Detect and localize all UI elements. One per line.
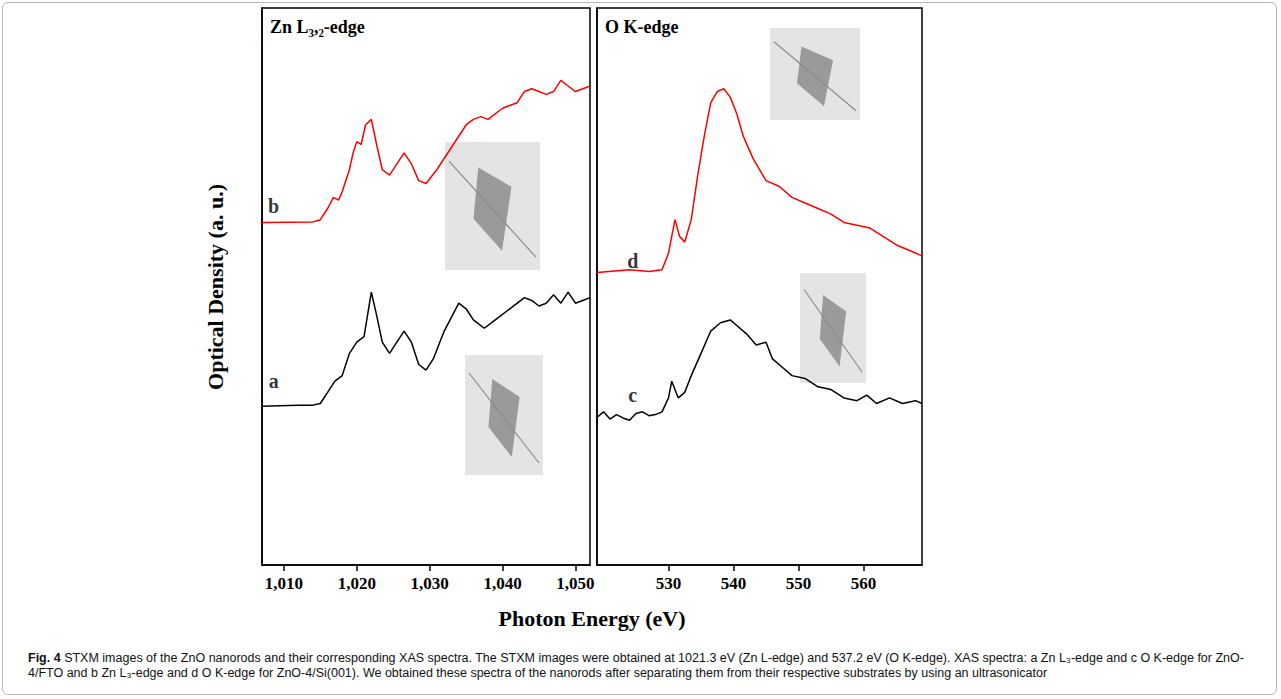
svg-text:540: 540 (721, 574, 747, 593)
svg-text:560: 560 (851, 574, 877, 593)
svg-text:1,030: 1,030 (411, 574, 449, 593)
svg-text:d: d (627, 250, 638, 272)
svg-text:550: 550 (786, 574, 812, 593)
svg-text:530: 530 (656, 574, 682, 593)
svg-text:O K-edge: O K-edge (605, 17, 679, 37)
html-text:Fig. 4 STXM images of the ZnO: Fig. 4 STXM images of the ZnO nanorods a… (28, 651, 1244, 680)
svg-text:b: b (268, 195, 279, 217)
svg-text:1,050: 1,050 (556, 574, 594, 593)
svg-text:1,040: 1,040 (483, 574, 521, 593)
svg-text:1,010: 1,010 (265, 574, 303, 593)
svg-text:c: c (628, 384, 637, 406)
svg-text:Optical Density (a. u.): Optical Density (a. u.) (203, 184, 228, 390)
svg-text:a: a (269, 370, 279, 392)
svg-text:1,020: 1,020 (338, 574, 376, 593)
svg-text:Zn L₃,₂-edge: Zn L₃,₂-edge (270, 17, 365, 37)
svg-text:Photon Energy (eV): Photon Energy (eV) (499, 606, 686, 631)
